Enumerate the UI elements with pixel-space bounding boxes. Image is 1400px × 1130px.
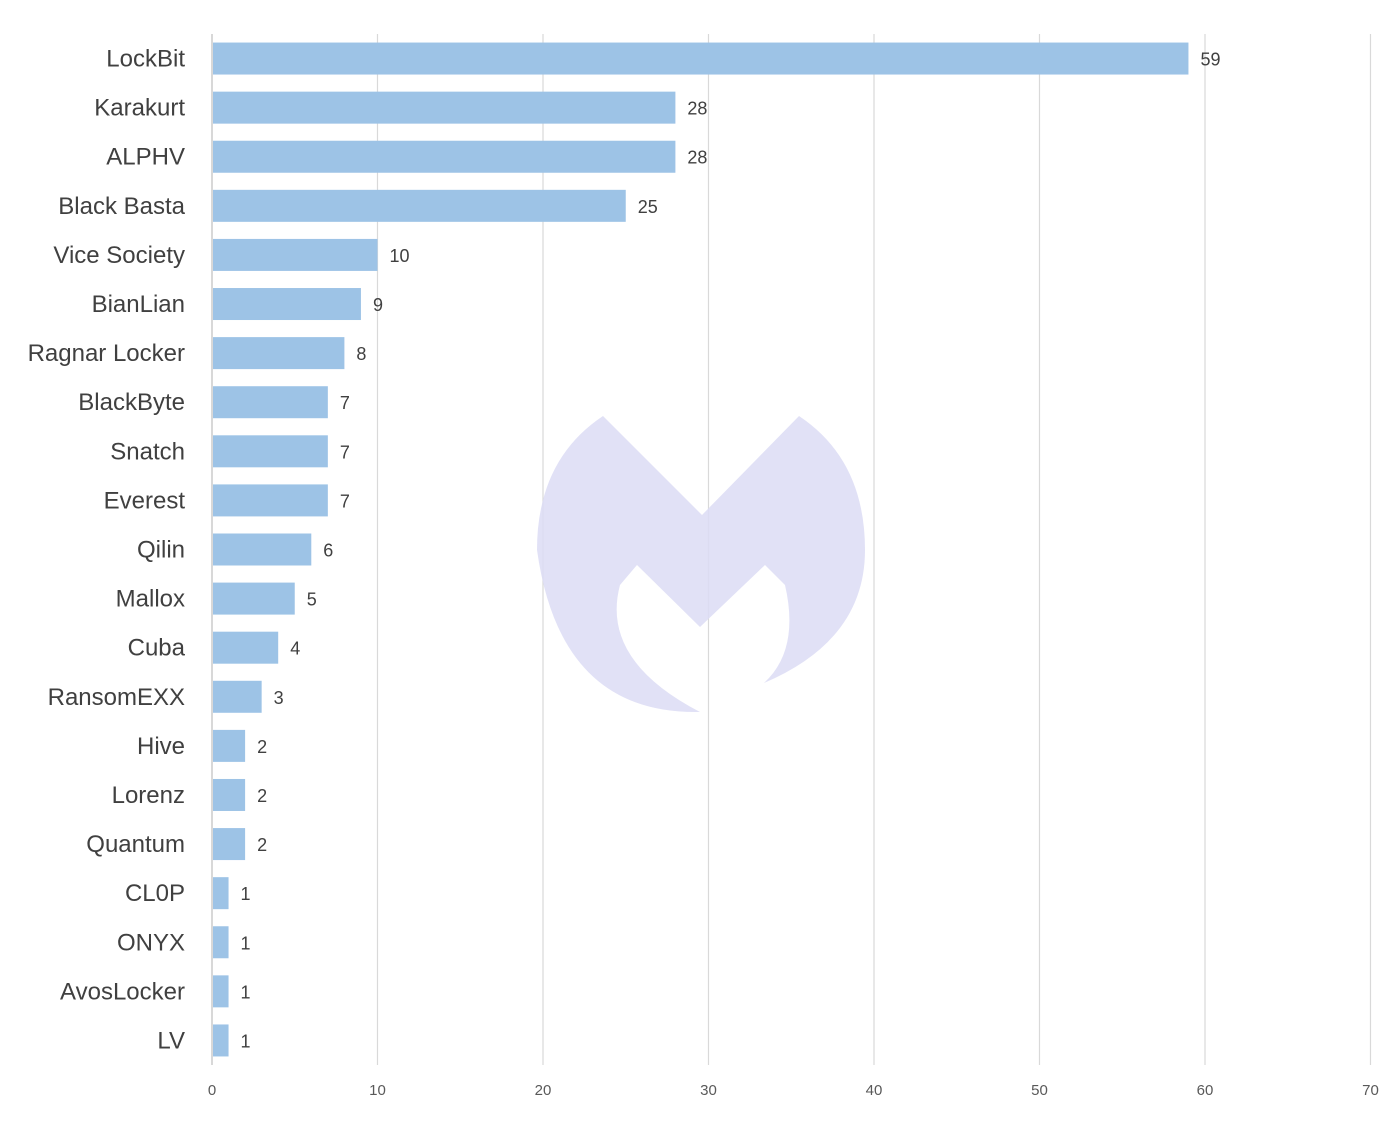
x-tick-label: 60 bbox=[1197, 1082, 1214, 1099]
category-label: ONYX bbox=[117, 929, 185, 956]
bar-avoslocker bbox=[213, 975, 229, 1008]
bar-snatch bbox=[213, 435, 328, 468]
category-label: Vice Society bbox=[53, 242, 185, 269]
value-label: 6 bbox=[323, 541, 333, 561]
bar-cuba bbox=[213, 631, 279, 664]
bar-alphv bbox=[213, 140, 676, 173]
value-label: 7 bbox=[340, 491, 350, 511]
category-label: RansomEXX bbox=[48, 684, 185, 711]
bar-lv bbox=[213, 1024, 229, 1057]
category-label: Lorenz bbox=[112, 782, 185, 809]
category-label: Qilin bbox=[137, 537, 185, 564]
value-label: 1 bbox=[241, 982, 251, 1002]
category-label: Quantum bbox=[86, 831, 185, 858]
category-label: Snatch bbox=[110, 438, 185, 465]
category-label: AvosLocker bbox=[60, 978, 185, 1005]
category-label: Black Basta bbox=[58, 193, 185, 220]
bar-blackbyte bbox=[213, 386, 328, 419]
value-label: 28 bbox=[687, 99, 707, 119]
category-label: Everest bbox=[104, 487, 186, 514]
bar-black-basta bbox=[213, 189, 626, 222]
value-label: 28 bbox=[687, 148, 707, 168]
x-tick-label: 30 bbox=[700, 1082, 717, 1099]
x-tick-label: 0 bbox=[208, 1082, 216, 1099]
category-label: Cuba bbox=[128, 635, 186, 662]
value-label: 10 bbox=[390, 246, 410, 266]
value-label: 3 bbox=[274, 688, 284, 708]
bar-quantum bbox=[213, 828, 246, 861]
value-label: 8 bbox=[356, 344, 366, 364]
category-label: CL0P bbox=[125, 880, 185, 907]
value-label: 9 bbox=[373, 295, 383, 315]
bar-cl0p bbox=[213, 877, 229, 910]
value-label: 25 bbox=[638, 197, 658, 217]
category-label: BlackByte bbox=[78, 389, 185, 416]
bar-bianlian bbox=[213, 288, 361, 321]
value-label: 5 bbox=[307, 590, 317, 610]
bar-hive bbox=[213, 729, 246, 762]
value-label: 1 bbox=[241, 884, 251, 904]
category-label: BianLian bbox=[92, 291, 185, 318]
value-label: 2 bbox=[257, 786, 267, 806]
category-labels: LockBit Karakurt ALPHV Black Basta Vice Soci… bbox=[28, 46, 186, 1055]
value-label: 59 bbox=[1200, 50, 1220, 70]
x-tick-label: 50 bbox=[1031, 1082, 1048, 1099]
bars bbox=[213, 42, 1189, 1057]
bar-onyx bbox=[213, 926, 229, 959]
value-label: 2 bbox=[257, 835, 267, 855]
value-label: 7 bbox=[340, 442, 350, 462]
x-tick-label: 40 bbox=[866, 1082, 883, 1099]
bar-lockbit bbox=[213, 42, 1189, 75]
category-label: Hive bbox=[137, 733, 185, 760]
value-label: 1 bbox=[241, 1031, 251, 1051]
value-label: 1 bbox=[241, 933, 251, 953]
malwarebytes-logo-watermark bbox=[537, 416, 865, 713]
x-tick-label: 70 bbox=[1362, 1082, 1379, 1099]
value-label: 4 bbox=[290, 639, 300, 659]
logo-shape bbox=[537, 416, 865, 713]
bar-karakurt bbox=[213, 91, 676, 124]
bar-everest bbox=[213, 484, 328, 517]
bar-ragnar-locker bbox=[213, 337, 345, 370]
value-label: 7 bbox=[340, 393, 350, 413]
x-tick-label: 20 bbox=[535, 1082, 552, 1099]
category-label: Karakurt bbox=[94, 95, 185, 122]
bar-vice-society bbox=[213, 238, 378, 271]
category-label: ALPHV bbox=[106, 144, 185, 171]
bar-ransomexx bbox=[213, 680, 262, 713]
category-label: LV bbox=[157, 1027, 185, 1054]
bar-mallox bbox=[213, 582, 295, 615]
category-label: Ragnar Locker bbox=[28, 340, 185, 367]
x-tick-label: 10 bbox=[369, 1082, 386, 1099]
category-label: LockBit bbox=[106, 46, 185, 73]
category-label: Mallox bbox=[116, 586, 185, 613]
bar-lorenz bbox=[213, 778, 246, 811]
bar-qilin bbox=[213, 533, 312, 566]
value-labels: 59 28 28 25 10 9 8 7 7 7 6 5 4 3 2 2 2 1 1 1 1 bbox=[241, 50, 1221, 1052]
x-axis-tick-labels: 0 10 20 30 40 50 60 70 bbox=[208, 1082, 1379, 1099]
value-label: 2 bbox=[257, 737, 267, 757]
